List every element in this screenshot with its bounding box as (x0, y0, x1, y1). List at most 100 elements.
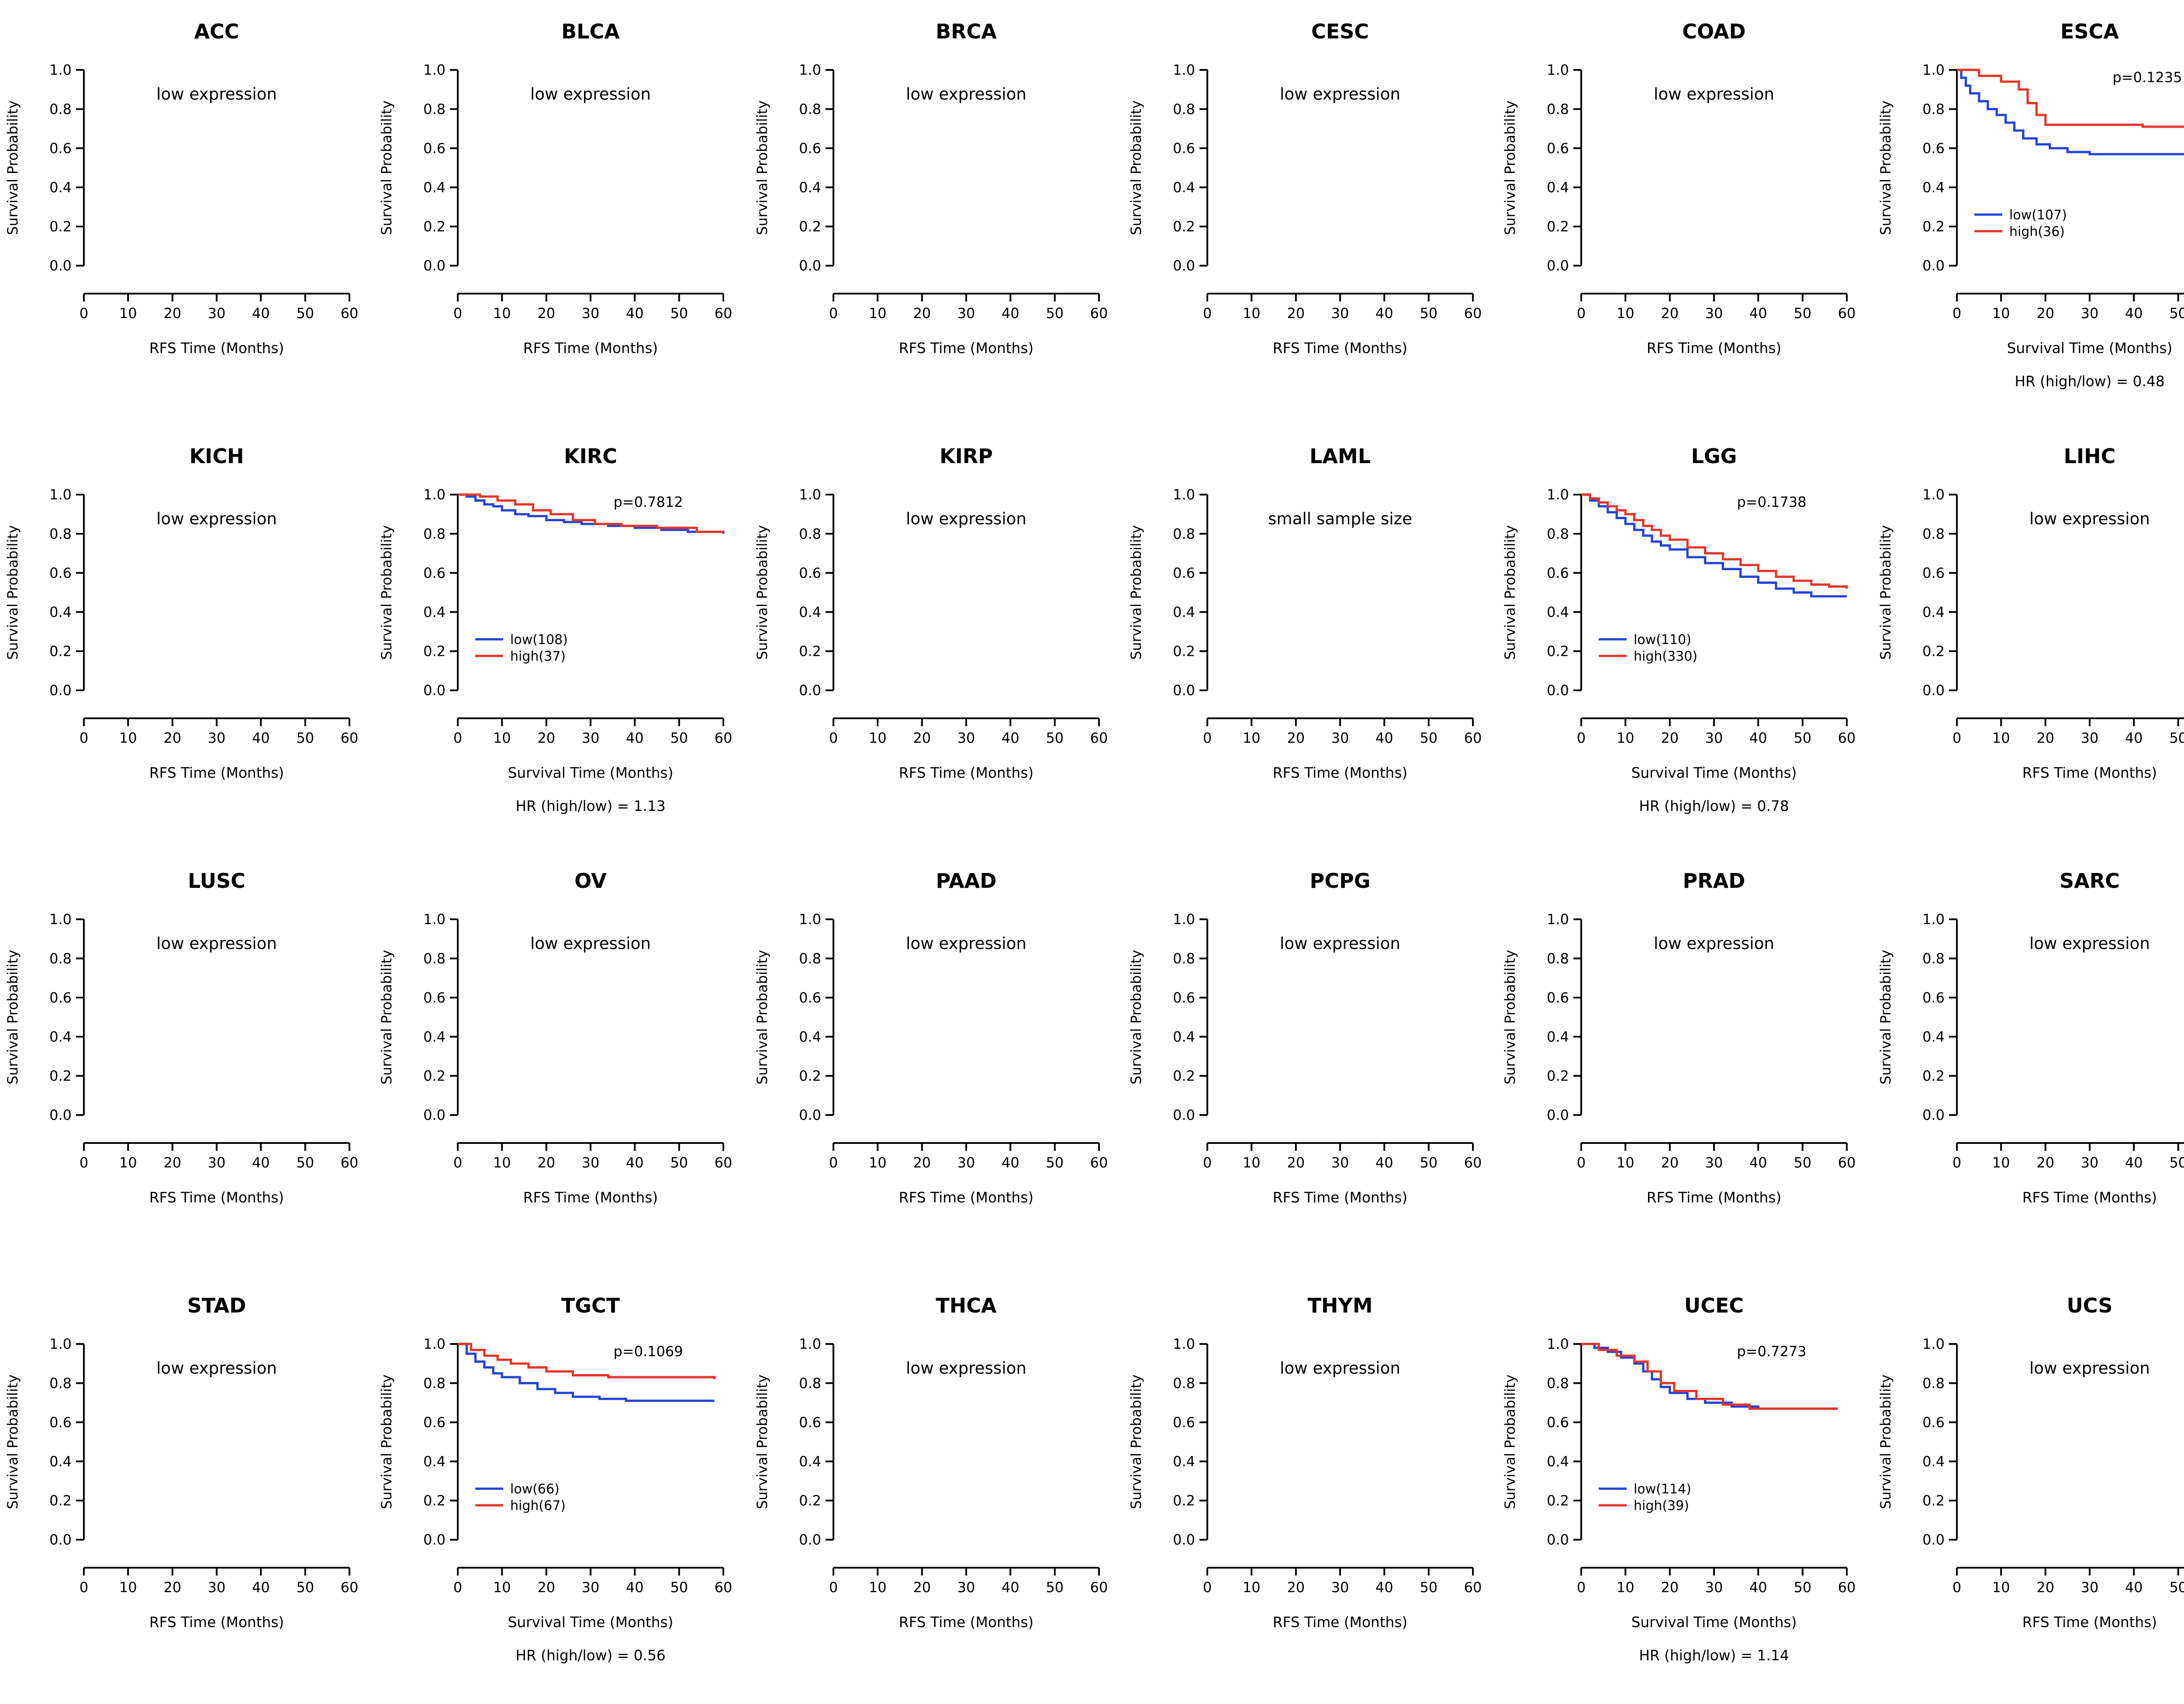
x-tick-label: 40 (2124, 730, 2142, 746)
y-tick-label: 0.4 (424, 604, 446, 620)
x-tick-label: 0 (829, 1154, 837, 1171)
y-tick-label: 0.0 (424, 682, 446, 699)
y-tick-label: 0.0 (1921, 682, 1944, 699)
x-tick-label: 60 (341, 1154, 359, 1171)
x-tick-label: 0 (79, 1579, 88, 1596)
y-tick-label: 1.0 (798, 62, 821, 78)
p-value: p=0.7273 (1738, 1343, 1807, 1360)
x-tick-label: 0 (829, 305, 837, 322)
x-tick-label: 10 (119, 305, 137, 322)
x-tick-label: 60 (341, 730, 359, 746)
panel-UCEC: UCEC Survival Probability 1.0 0.8 0.6 0.4 0.2 0… (1498, 1278, 1872, 1702)
x-axis-label: RFS Time (Months) (1273, 1189, 1407, 1206)
x-tick-label: 50 (1420, 1154, 1438, 1171)
x-tick-label: 30 (957, 305, 975, 322)
legend-label-low: low(110) (1634, 632, 1692, 648)
panel-SARC: SARC Survival Probability 1.0 0.8 0.6 0.4 0.2 0… (1872, 853, 2184, 1278)
x-tick-label: 30 (208, 305, 226, 322)
x-axis-label: RFS Time (Months) (2022, 1189, 2156, 1206)
panel-title: SARC (2059, 869, 2119, 893)
x-tick-label: 40 (252, 1579, 270, 1596)
no-data-message: low expression (2028, 509, 2149, 528)
y-tick-label: 0.6 (1921, 140, 1944, 156)
y-axis-label: Survival Probability (753, 100, 770, 235)
panel-title: PAAD (935, 869, 996, 893)
x-tick-label: 30 (1706, 1154, 1724, 1171)
km-plot-COAD: COAD Survival Probability 1.0 0.8 0.6 0.4 0.2 0… (1502, 20, 1856, 357)
x-tick-label: 40 (627, 1579, 645, 1596)
x-axis-label: RFS Time (Months) (149, 340, 284, 357)
y-tick-label: 0.4 (50, 1453, 72, 1470)
panel-title: KICH (190, 444, 244, 468)
x-tick-label: 20 (164, 305, 182, 322)
x-tick-label: 50 (2169, 1579, 2184, 1596)
y-tick-label: 1.0 (798, 486, 821, 503)
panel-title: CESC (1311, 20, 1369, 43)
x-tick-label: 10 (1991, 730, 2009, 746)
y-axis-label: Survival Probability (1128, 950, 1144, 1084)
panel-ESCA: ESCA Survival Probability 1.0 0.8 0.6 0.4 0.2 0… (1872, 3, 2184, 428)
no-data-message: low expression (157, 509, 277, 528)
y-tick-label: 0.0 (1173, 1531, 1195, 1548)
panel-title: COAD (1683, 20, 1746, 43)
y-axis-label: Survival Probability (1502, 1375, 1519, 1509)
y-tick-label: 0.4 (50, 1029, 72, 1045)
x-tick-label: 0 (79, 305, 88, 322)
y-tick-label: 0.2 (1173, 218, 1195, 235)
y-tick-label: 0.2 (50, 218, 72, 235)
x-tick-label: 20 (1662, 730, 1679, 746)
panel-title: LGG (1692, 444, 1738, 468)
y-tick-label: 0.2 (424, 1068, 446, 1084)
y-tick-label: 0.4 (50, 179, 72, 196)
x-tick-label: 40 (1375, 1579, 1393, 1596)
x-tick-label: 40 (252, 1154, 270, 1171)
x-tick-label: 10 (1991, 305, 2009, 322)
x-tick-label: 10 (868, 305, 886, 322)
y-tick-label: 0.2 (50, 643, 72, 660)
y-tick-label: 0.8 (424, 1375, 446, 1392)
x-tick-label: 0 (829, 1579, 837, 1596)
y-tick-label: 0.0 (424, 1531, 446, 1548)
y-tick-label: 1.0 (798, 911, 821, 928)
y-tick-label: 0.8 (1547, 1375, 1569, 1392)
x-tick-label: 50 (1045, 305, 1063, 322)
x-tick-label: 30 (2080, 730, 2098, 746)
x-tick-label: 30 (208, 1579, 226, 1596)
x-tick-label: 10 (1243, 305, 1261, 322)
x-tick-label: 30 (2080, 1579, 2098, 1596)
x-tick-label: 20 (1662, 1579, 1679, 1596)
x-tick-label: 50 (297, 1154, 314, 1171)
x-tick-label: 50 (671, 1154, 689, 1171)
km-plot-OV: OV Survival Probability 1.0 0.8 0.6 0.4 0.2 0.0… (379, 869, 733, 1206)
no-data-message: low expression (905, 509, 1026, 528)
y-tick-label: 0.8 (424, 101, 446, 118)
km-plot-THCA: THCA Survival Probability 1.0 0.8 0.6 0.4 0.2 0… (753, 1294, 1107, 1631)
km-curve-low (1956, 69, 2184, 156)
x-tick-label: 10 (1991, 1154, 2009, 1171)
x-tick-label: 60 (1464, 1579, 1482, 1596)
no-data-message: low expression (1654, 934, 1775, 953)
x-tick-label: 30 (2080, 1154, 2098, 1171)
x-tick-label: 40 (1375, 305, 1393, 322)
y-axis-label: Survival Probability (5, 1375, 21, 1509)
x-tick-label: 60 (1089, 730, 1107, 746)
x-tick-label: 20 (2036, 305, 2054, 322)
y-axis-label: Survival Probability (5, 950, 21, 1084)
x-tick-label: 40 (1001, 1579, 1019, 1596)
y-tick-label: 1.0 (1547, 911, 1569, 928)
x-tick-label: 10 (1617, 1154, 1635, 1171)
x-tick-label: 30 (1331, 1579, 1349, 1596)
y-tick-label: 0.6 (1547, 1414, 1569, 1430)
y-tick-label: 0.2 (1921, 1068, 1944, 1084)
panel-title: LAML (1310, 444, 1371, 468)
y-tick-label: 0.6 (1547, 140, 1569, 156)
hr-label: HR (high/low) = 0.78 (1639, 798, 1789, 814)
panel-title: PRAD (1683, 869, 1746, 893)
x-tick-label: 10 (494, 730, 512, 746)
hr-label: HR (high/low) = 0.48 (2014, 373, 2164, 390)
x-tick-label: 0 (1952, 730, 1960, 746)
x-axis-label: Survival Time (Months) (1632, 765, 1797, 781)
y-tick-label: 0.2 (424, 218, 446, 235)
y-tick-label: 0.6 (1547, 565, 1569, 581)
x-tick-label: 10 (868, 730, 886, 746)
